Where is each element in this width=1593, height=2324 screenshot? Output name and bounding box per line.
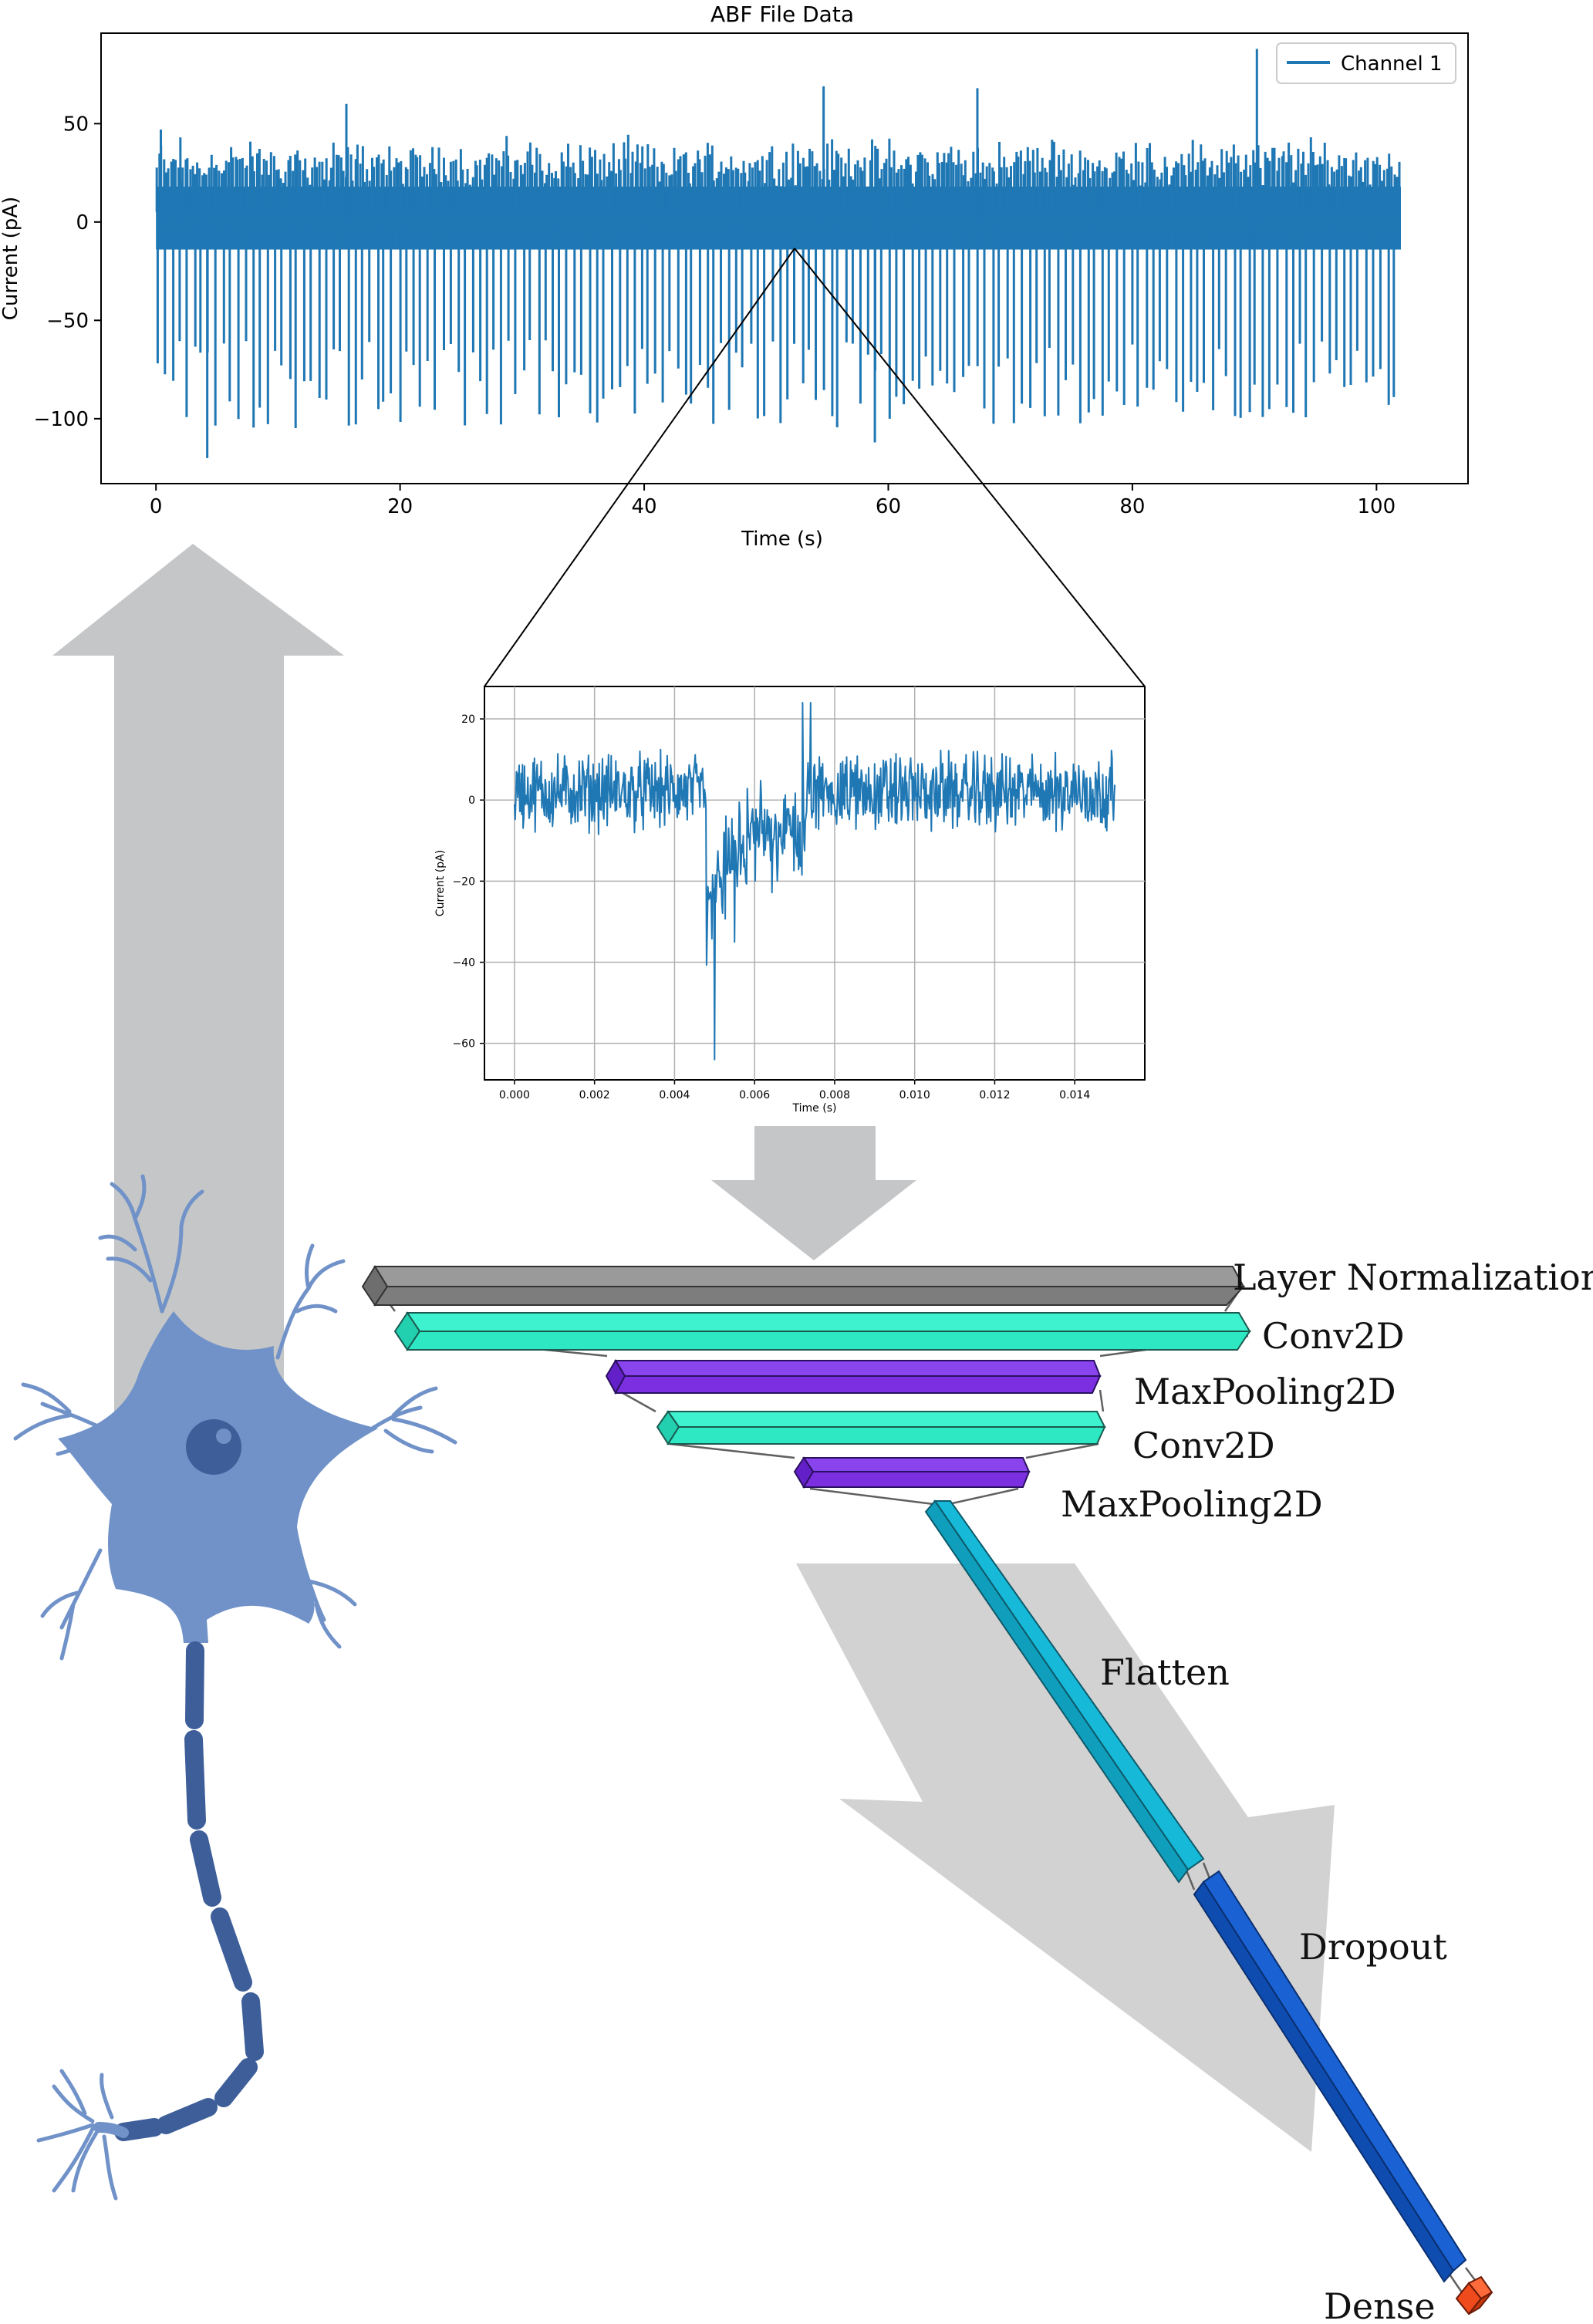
main-chart-x-tick-label: 0: [150, 495, 163, 518]
main-chart-title: ABF File Data: [710, 2, 854, 27]
zoom-chart-x-tick-label: 0.000: [499, 1089, 530, 1101]
legend-label-channel-1: Channel 1: [1341, 52, 1443, 76]
layer-label-flatten: Flatten: [1100, 1651, 1230, 1693]
zoom-chart-plot-area: [484, 686, 1146, 1081]
zoom-chart-y-tick-label: 0: [468, 794, 475, 807]
main-chart-x-axis-label: Time (s): [741, 528, 823, 551]
conv2d-block-1: [393, 1311, 1251, 1351]
main-chart-x-tick-label: 80: [1119, 495, 1145, 518]
network-diagram: Layer Normalization Conv2D MaxPooling2D …: [361, 1256, 1593, 2324]
main-chart-x-tick-label: 20: [387, 495, 413, 518]
zoom-chart-y-axis-label: Current (pA): [434, 850, 447, 916]
main-chart-y-tick-label: 0: [76, 211, 89, 234]
zoom-chart-trace: [513, 702, 1116, 1061]
main-chart-y-ticks: 50 0 −50 −100: [34, 113, 101, 431]
zoom-chart-x-tick-label: 0.004: [659, 1089, 690, 1101]
zoom-chart-x-tick-label: 0.002: [579, 1089, 610, 1101]
conv2d-block-2: [656, 1410, 1106, 1445]
zoom-chart-x-tick-label: 0.014: [1059, 1089, 1090, 1101]
main-chart-x-tick-label: 40: [632, 495, 657, 518]
layer-label-conv2d-1: Conv2D: [1262, 1315, 1405, 1357]
zoom-chart: 0.000 0.002 0.004 0.006 0.008 0.010 0.012 0.014…: [434, 686, 1146, 1115]
zoom-chart-y-ticks: 20 0 −20 −40 −60: [452, 713, 484, 1051]
main-chart: 0 20 40 60 80 100 50 0 −50 −100 ABF File Data Ti…: [0, 2, 1469, 551]
zoom-chart-x-tick-label: 0.006: [739, 1089, 770, 1101]
main-chart-series-channel-1: [155, 49, 1401, 458]
layer-label-maxpooling2d-1: MaxPooling2D: [1134, 1371, 1396, 1412]
main-chart-spike-train: [155, 134, 1401, 428]
zoom-chart-series: [513, 702, 1116, 1061]
down-arrow-to-network: [711, 1126, 916, 1260]
main-chart-y-axis-label: Current (pA): [0, 197, 22, 321]
diagonal-output-arrow: [796, 1563, 1335, 2152]
dense-block: [1455, 2275, 1493, 2316]
main-chart-legend: Channel 1: [1276, 42, 1456, 84]
zoom-connector-lines: [484, 248, 1146, 687]
layer-label-maxpooling2d-2: MaxPooling2D: [1061, 1483, 1323, 1525]
zoom-chart-x-tick-label: 0.008: [819, 1089, 850, 1101]
main-chart-y-tick-label: −50: [46, 309, 89, 332]
zoom-chart-y-tick-label: 20: [461, 713, 475, 726]
layer-label-dropout: Dropout: [1299, 1926, 1447, 1968]
layer-label-dense: Dense: [1324, 2285, 1436, 2324]
maxpooling2d-block-1: [605, 1359, 1102, 1395]
neuron-illustration: [13, 1174, 457, 2201]
zoom-chart-x-axis-label: Time (s): [792, 1102, 837, 1115]
zoom-chart-y-tick-label: −60: [452, 1038, 475, 1051]
upward-arrow: [52, 544, 344, 1419]
zoom-chart-y-tick-label: −40: [452, 957, 475, 970]
main-chart-y-tick-label: 50: [63, 113, 89, 136]
main-chart-x-tick-label: 100: [1358, 495, 1396, 518]
main-chart-x-ticks: 0 20 40 60 80 100: [150, 484, 1396, 518]
dropout-block: [1193, 1870, 1467, 2283]
layer-normalization-block: [361, 1265, 1246, 1307]
zoom-chart-x-tick-label: 0.010: [899, 1089, 930, 1101]
main-chart-x-tick-label: 60: [876, 495, 901, 518]
layer-label-conv2d-2: Conv2D: [1132, 1425, 1275, 1466]
zoom-chart-y-tick-label: −20: [452, 875, 475, 888]
zoom-chart-grid: [484, 686, 1145, 1080]
main-chart-y-tick-label: −100: [34, 408, 89, 431]
zoom-chart-x-ticks: 0.000 0.002 0.004 0.006 0.008 0.010 0.012 0.014: [499, 1080, 1090, 1101]
maxpooling2d-block-2: [793, 1456, 1031, 1489]
zoom-chart-x-tick-label: 0.012: [979, 1089, 1010, 1101]
layer-label-layer-normalization: Layer Normalization: [1233, 1256, 1593, 1298]
flatten-block: [924, 1499, 1205, 1884]
